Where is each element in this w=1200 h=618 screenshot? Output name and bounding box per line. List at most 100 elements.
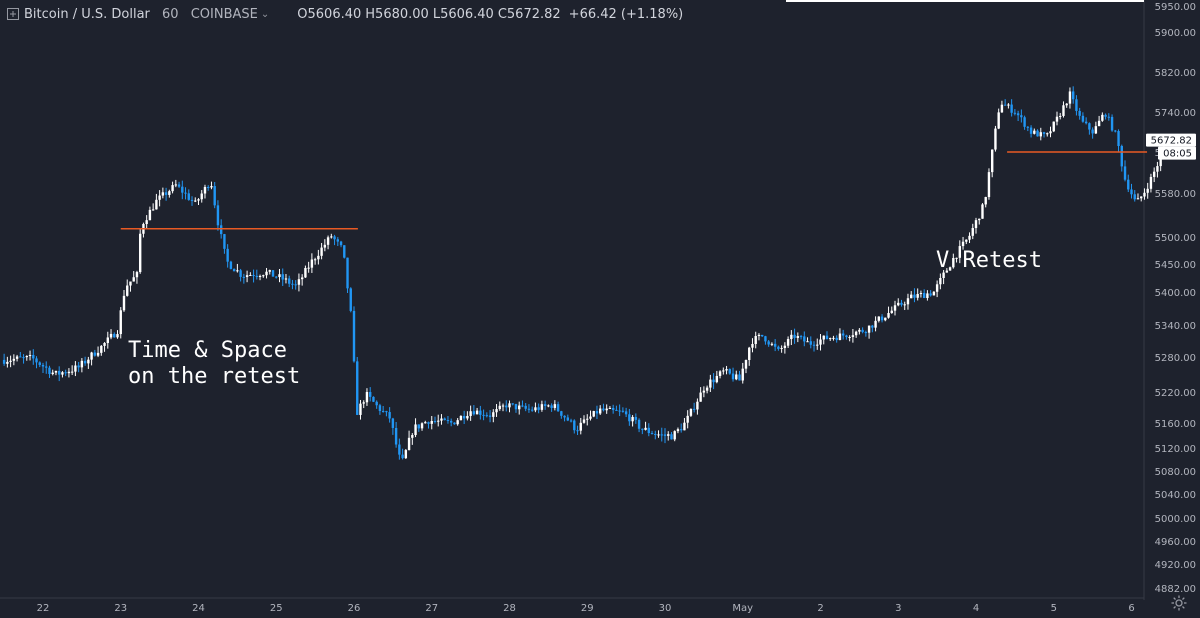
candle-body	[424, 422, 427, 424]
candle-body	[1007, 104, 1010, 106]
candle-body	[80, 360, 84, 368]
candle-body	[537, 407, 540, 410]
candle-body	[210, 186, 213, 188]
interval-label[interactable]: 60	[162, 6, 179, 22]
candle-body	[1110, 116, 1114, 131]
candle-body	[1146, 188, 1149, 193]
annotation-retest-1[interactable]: Time & Space on the retest	[128, 338, 301, 389]
candle-body	[1065, 103, 1068, 106]
candle-body	[667, 434, 670, 436]
candle-body	[106, 337, 109, 343]
candle-body	[871, 325, 874, 328]
gear-icon[interactable]	[1170, 594, 1188, 612]
price-tick-label: 5220.00	[1155, 388, 1196, 399]
price-tick-label: 5450.00	[1155, 260, 1196, 271]
candle-body	[1071, 91, 1075, 100]
candle-body	[780, 347, 783, 349]
candle-body	[530, 409, 534, 411]
candle-body	[1097, 120, 1101, 127]
candle-body	[313, 259, 317, 261]
candle-body	[346, 257, 349, 289]
candle-body	[812, 344, 816, 346]
candle-body	[744, 360, 748, 369]
candle-body	[485, 415, 489, 417]
time-tick-label: May	[732, 603, 753, 614]
candle-body	[699, 392, 702, 402]
candle-body	[760, 334, 764, 337]
candle-body	[1143, 192, 1146, 197]
candle-body	[569, 420, 573, 422]
candle-body	[841, 333, 845, 336]
candle-body	[845, 335, 848, 338]
candle-body	[119, 310, 122, 335]
candle-body	[751, 343, 754, 348]
candle-body	[307, 267, 310, 269]
candle-body	[1023, 117, 1026, 127]
candle-body	[722, 370, 725, 372]
chevron-down-icon[interactable]: ⌄	[260, 8, 270, 20]
candle-body	[294, 284, 297, 286]
annotation-retest-2[interactable]: V Retest	[936, 248, 1042, 273]
candle-body	[148, 209, 152, 221]
candle-body	[709, 379, 712, 388]
price-tag-value: 5672.82	[1151, 136, 1192, 147]
candle-body	[45, 366, 48, 368]
level-lines[interactable]	[120, 151, 1148, 230]
candle-body	[1120, 146, 1123, 167]
candle-body	[417, 424, 420, 429]
candle-body	[1036, 130, 1039, 137]
expand-icon[interactable]	[6, 7, 20, 21]
countdown-value: 08:05	[1163, 149, 1192, 160]
candle-body	[1026, 126, 1030, 128]
candle-body	[281, 274, 284, 280]
candle-body	[790, 334, 793, 340]
candle-body	[1159, 156, 1162, 167]
candle-body	[177, 184, 181, 187]
candle-body	[877, 316, 881, 321]
candle-body	[216, 205, 220, 226]
candle-body	[161, 192, 165, 196]
candle-body	[1104, 114, 1107, 117]
candle-body	[398, 444, 401, 455]
time-tick-label: 23	[114, 603, 127, 614]
candles-group	[2, 86, 1166, 460]
candle-body	[929, 293, 932, 296]
price-tag-box	[1146, 133, 1196, 147]
candle-body	[686, 415, 689, 423]
candle-body	[592, 411, 595, 417]
candle-body	[816, 344, 819, 346]
candle-body	[754, 336, 757, 344]
candle-body	[28, 355, 32, 357]
candle-body	[411, 435, 414, 438]
candle-body	[284, 278, 288, 280]
candle-body	[916, 293, 919, 298]
candle-body	[239, 270, 242, 277]
candle-body	[514, 403, 518, 410]
candle-body	[109, 333, 113, 338]
candle-body	[835, 337, 838, 340]
candle-body	[495, 409, 498, 413]
candle-body	[320, 247, 323, 256]
price-tick-label: 5040.00	[1155, 490, 1196, 501]
candle-body	[566, 417, 570, 421]
price-axis[interactable]: 5950.005900.005820.005740.005660.005580.…	[1143, 0, 1196, 600]
candle-body	[19, 356, 22, 358]
time-tick-label: 26	[348, 603, 361, 614]
low-label: L	[432, 6, 441, 22]
time-axis[interactable]: 22 23 24 25 26 27 28 29 30 May 2 3 4 5 6	[0, 597, 1144, 614]
candle-body	[738, 374, 741, 381]
candle-body	[32, 355, 35, 359]
symbol-name[interactable]: Bitcoin / U.S. Dollar	[24, 6, 150, 22]
candle-body	[1136, 198, 1140, 200]
candle-body	[498, 405, 501, 410]
candle-body	[304, 267, 307, 278]
exchange-label[interactable]: COINBASE	[190, 6, 258, 22]
candle-body	[427, 422, 430, 424]
candle-body	[472, 411, 476, 415]
candle-body	[945, 270, 949, 273]
candle-body	[689, 408, 693, 416]
candle-body	[100, 345, 103, 353]
candle-body	[644, 427, 647, 430]
candle-body	[858, 329, 861, 332]
